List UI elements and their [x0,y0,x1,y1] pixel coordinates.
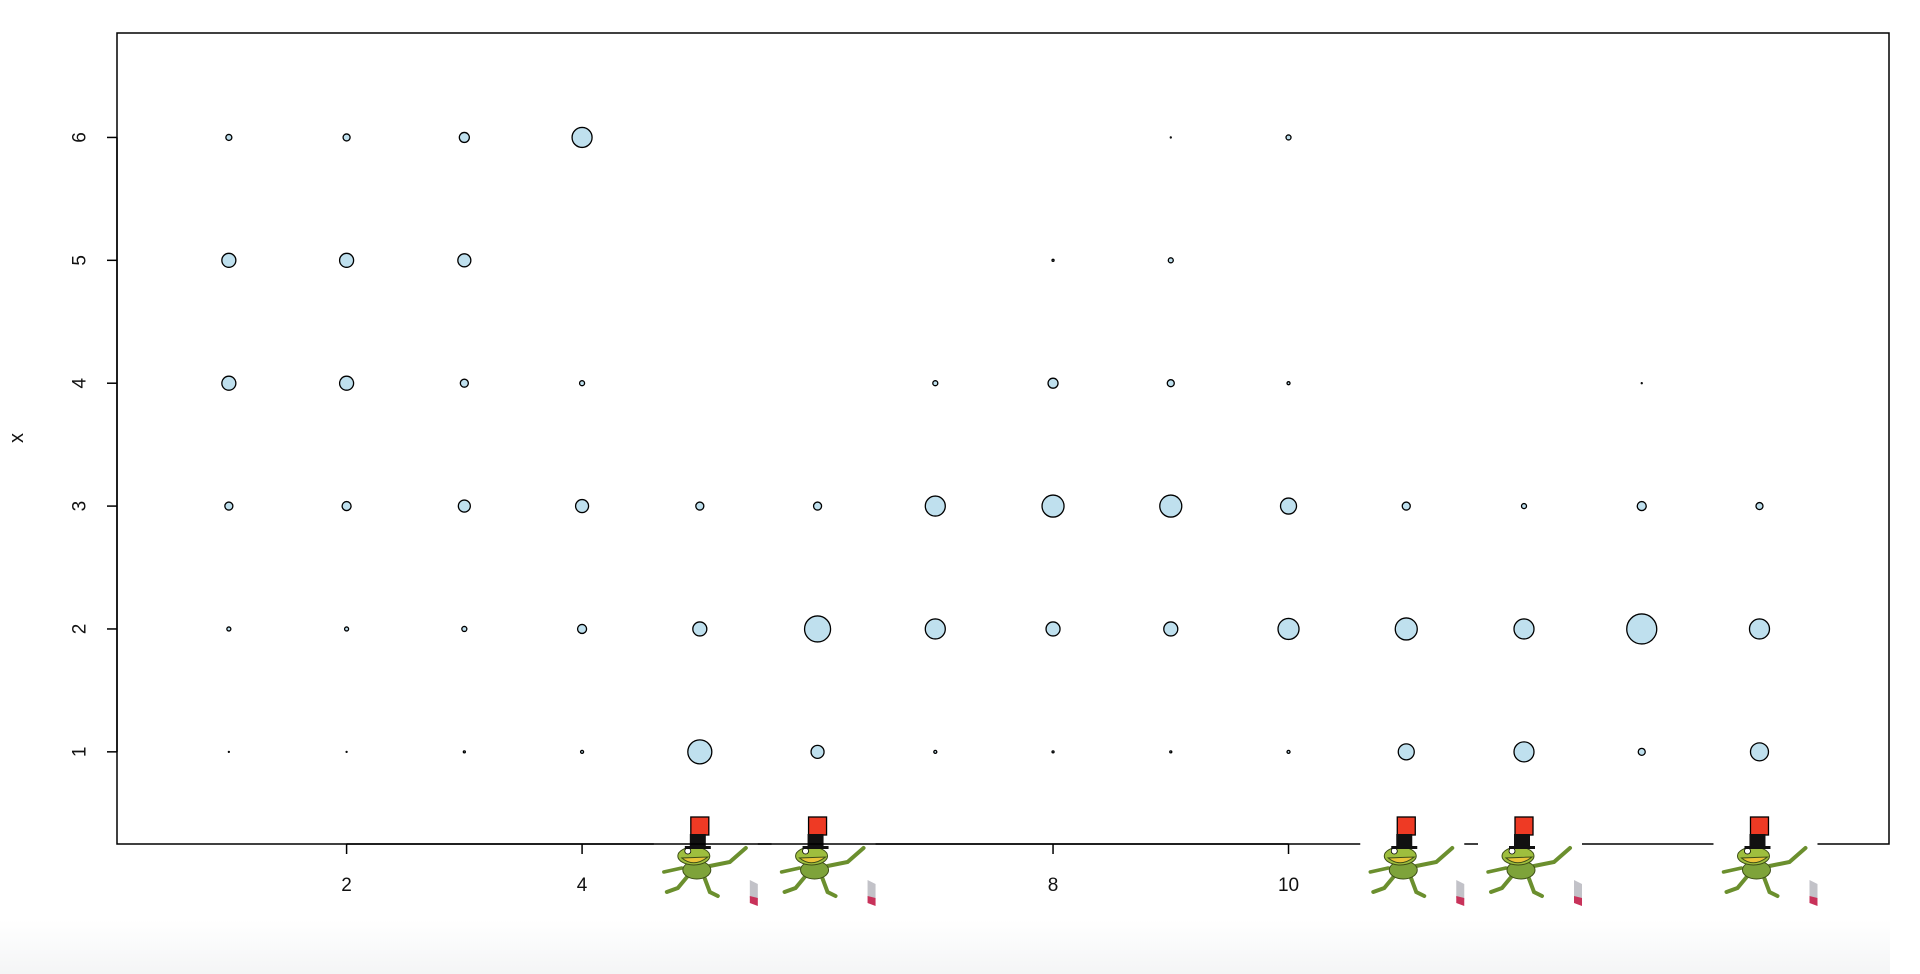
y-tick-label: 6 [70,132,91,143]
bubble-point [1637,502,1646,511]
y-axis-title: x [6,433,28,443]
bubble-point [463,751,465,753]
marker-square [809,817,827,835]
bubble-point [1281,498,1297,514]
bubble-point [925,496,945,516]
bubble-point [345,627,349,631]
bubble-point [1170,137,1171,138]
bubble-point [1052,751,1054,753]
bubble-point [1514,742,1534,762]
bottom-fade [0,920,1890,974]
bubble-point [1514,619,1534,639]
marker-square [1750,817,1768,835]
marker-square [1515,817,1533,835]
bubble-point [1160,495,1182,517]
bubble-point [1398,744,1414,760]
bubble-point [458,254,471,267]
bubble-point [1042,495,1064,517]
y-tick-label: 2 [70,624,91,635]
bubble-point [805,616,831,642]
bubble-point [1395,618,1417,640]
bubble-point [225,502,233,510]
bubble-point [1287,750,1290,753]
bubble-point [1048,378,1058,388]
y-tick-label: 5 [70,255,91,266]
x-tick-label: 2 [341,875,352,896]
bubble-point [1164,622,1178,636]
x-tick-label: 10 [1278,875,1299,896]
bubble-point [459,132,469,142]
bubble-point [578,624,587,633]
bubble-point [1641,383,1642,384]
bubble-point [222,376,236,390]
bubble-point [1278,618,1299,639]
bubble-point [227,627,231,631]
bubble-point [688,740,712,764]
bubble-point [1756,503,1763,510]
bubble-point [1402,502,1410,510]
bubble-point [1750,743,1768,761]
bubble-point [576,500,589,513]
bubble-point [811,745,824,758]
y-tick-label: 3 [70,501,91,512]
bubble-point [1522,504,1527,509]
bubble-point [933,381,938,386]
bubble-point [1627,614,1657,644]
bubble-point [346,751,347,752]
bubble-point [1170,751,1172,753]
plot-frame [117,33,1889,844]
marker-square [1397,817,1415,835]
bubble-point [1749,619,1769,639]
bubble-point [342,502,351,511]
bubble-point [814,502,822,510]
bubble-point [340,376,354,390]
bubble-point [581,750,584,753]
bubble-point [580,381,585,386]
bubble-series [222,127,1770,763]
x-tick-label: 8 [1048,875,1059,896]
bubble-point [1167,380,1174,387]
bubble-point [1168,258,1173,263]
y-tick-label: 1 [70,747,91,758]
y-tick-label: 4 [70,377,91,388]
bubble-point [222,253,236,267]
bubble-point [934,750,937,753]
bubble-point [458,500,470,512]
bubble-point [1286,135,1291,140]
bubble-point [460,379,468,387]
bubble-point [1052,259,1054,261]
bubble-point [228,751,229,752]
y-axis: 1 2 3 4 5 6 [70,132,118,757]
bubble-point [1638,748,1645,755]
bubble-point [696,502,704,510]
x-tick-label: 4 [577,875,588,896]
bubble-point [226,134,232,140]
bubble-point [343,134,350,141]
marker-square [691,817,709,835]
bubble-point [925,619,945,639]
bubble-point [462,626,467,631]
bubble-point [693,622,707,636]
bubble-point [1046,622,1060,636]
bubble-point [340,253,354,267]
bubble-point [1287,382,1290,385]
bubble-point [572,127,592,147]
